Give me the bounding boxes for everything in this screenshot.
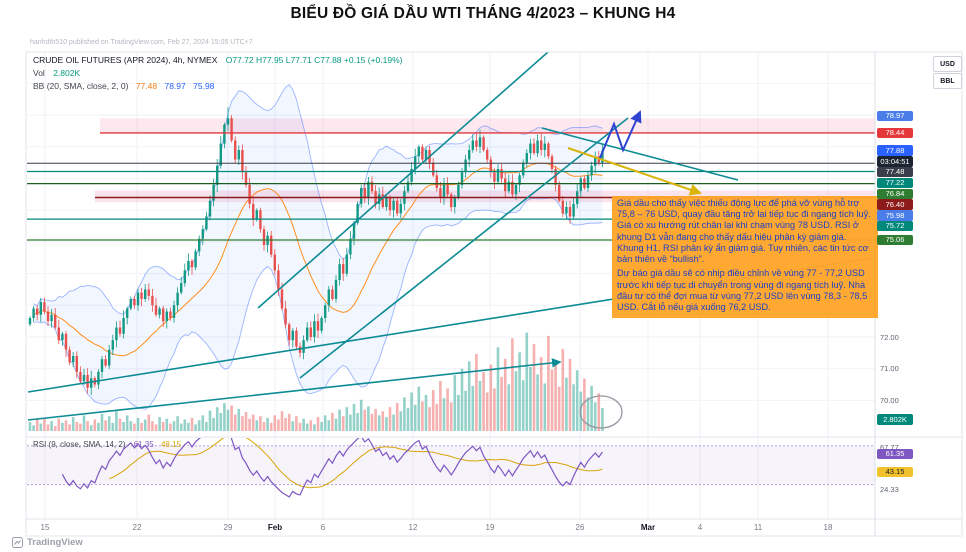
time-label: Mar (640, 523, 656, 532)
time-label: 26 (575, 523, 585, 532)
price-badge: 77.88 (877, 145, 913, 156)
rsi-axis-label: 24.33 (880, 484, 899, 494)
publisher-note: hanhdth510 published on TradingView.com,… (30, 39, 253, 46)
price-badge: 78.44 (877, 127, 913, 139)
bb-label: BB (20, SMA, close, 2, 0) (33, 81, 129, 91)
time-label: 4 (697, 523, 703, 532)
price-badge: 75.06 (877, 234, 913, 246)
countdown-badge: 03:04:51 (877, 156, 913, 167)
bb-legend[interactable]: BB (20, SMA, close, 2, 0) 77.48 78.97 75… (33, 81, 214, 91)
bb-basis-value: 77.48 (135, 81, 158, 91)
time-label: 11 (753, 523, 763, 532)
price-label: 71.00 (880, 364, 899, 374)
annotation-paragraph-1: Giá dầu cho thấy việc thiếu động lực để … (617, 198, 871, 265)
currency-button[interactable]: USD (933, 56, 962, 72)
time-label: 15 (40, 523, 50, 532)
page-title: BIỂU ĐỒ GIÁ DẦU WTI THÁNG 4/2023 – KHUNG… (290, 5, 676, 22)
symbol-legend[interactable]: CRUDE OIL FUTURES (APR 2024), 4h, NYMEX … (33, 55, 403, 65)
time-label: 12 (408, 523, 418, 532)
symbol-title: CRUDE OIL FUTURES (APR 2024), 4h, NYMEX (33, 55, 218, 65)
price-badge: 75.98 (877, 210, 913, 221)
price-badge: 77.22 (877, 177, 913, 189)
annotation-paragraph-2: Dự báo giá dầu sẽ có nhịp điều chỉnh về … (617, 268, 868, 312)
bb-lower-value: 75.98 (193, 81, 215, 91)
time-scale[interactable]: 15 22 29 Feb 6 12 19 26 Mar 4 11 18 (0, 521, 966, 536)
bb-upper-value: 78.97 (164, 81, 186, 91)
price-badge: 77.48 (877, 166, 913, 178)
rsi-axis-label: 67.77 (880, 442, 899, 452)
price-scale[interactable]: 78.97 78.44 77.88 03:04:51 77.48 77.22 76.84 76… (876, 0, 966, 552)
volume-value: 2.802K (53, 68, 81, 78)
price-label: 70.00 (880, 395, 899, 405)
volume-legend[interactable]: Vol 2.802K (33, 68, 80, 78)
tradingview-label: TradingView (27, 537, 83, 548)
price-badge: 75.72 (877, 220, 913, 232)
rsi-axis-badge: 43.15 (877, 466, 913, 478)
time-label: 6 (320, 523, 326, 532)
volume-label: Vol (33, 68, 45, 78)
time-label: 19 (485, 523, 495, 532)
tradingview-icon (12, 537, 23, 548)
unit-button[interactable]: BBL (933, 73, 962, 89)
rsi-label: RSI (9, close, SMA, 14, 2) (33, 440, 126, 449)
tradingview-logo[interactable]: TradingView (12, 537, 83, 548)
price-badge: 76.40 (877, 199, 913, 210)
time-label: Feb (267, 523, 283, 532)
rsi-axis-badge: 61.35 (877, 448, 913, 460)
price-badge: 76.84 (877, 188, 913, 199)
rsi-value: 61.35 (133, 440, 154, 449)
volume-badge: 2.802K (877, 414, 913, 425)
rsi-sma-value: 48.15 (160, 440, 182, 449)
ohlc-values: O77.72 H77.95 L77.71 C77.88 +0.15 (+0.19… (225, 55, 403, 65)
time-label: 22 (132, 523, 142, 532)
time-label: 29 (223, 523, 233, 532)
price-badge: 78.97 (877, 110, 913, 122)
price-label: 72.00 (880, 332, 899, 342)
rsi-legend[interactable]: RSI (9, close, SMA, 14, 2) 61.35 48.15 (33, 440, 181, 449)
time-label: 18 (823, 523, 833, 532)
analysis-annotation[interactable]: Giá dầu cho thấy việc thiếu động lực để … (612, 196, 878, 319)
